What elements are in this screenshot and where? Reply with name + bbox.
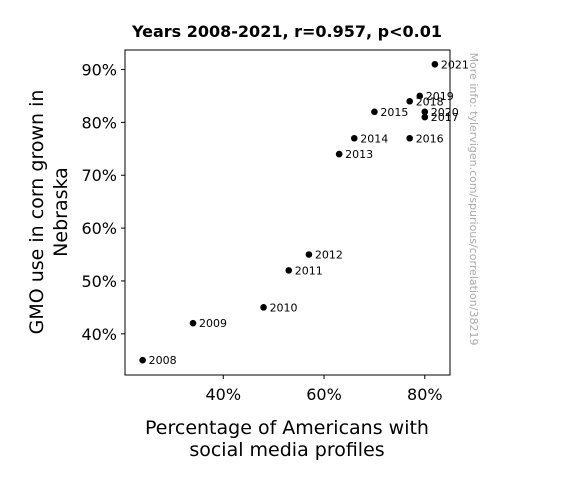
data-point [431, 60, 439, 68]
data-point [305, 251, 313, 258]
x-tick-label: 40% [205, 385, 241, 404]
data-point [371, 108, 378, 116]
data-point-label: 2008 [149, 354, 177, 367]
y-axis-label-line-1: GMO use in corn grown in [26, 90, 48, 335]
data-point-label: 2017 [431, 111, 459, 124]
data-point [421, 108, 429, 116]
data-point-label: 2019 [426, 90, 454, 103]
x-axis: 40% 60% 80% [205, 375, 443, 404]
data-point-label: 2016 [416, 132, 444, 145]
y-axis-label-line-2: Nebraska [50, 167, 72, 257]
data-point-label: 2015 [380, 106, 408, 119]
y-tick-label: 50% [81, 272, 117, 291]
x-axis-label-line-2: social media profiles [189, 439, 384, 461]
y-axis: 40% 50% 60% 70% 80% 90% [81, 61, 125, 344]
x-tick-label: 80% [407, 385, 443, 404]
data-point-label: 2011 [295, 264, 323, 277]
data-point-label: 2018 [416, 95, 444, 108]
plot-frame [124, 49, 451, 376]
data-point-label: 2020 [431, 106, 459, 119]
data-point [406, 134, 413, 142]
data-point [260, 304, 267, 311]
data-point-label: 2013 [345, 148, 373, 161]
data-point-label: 2021 [441, 58, 469, 71]
x-axis-label-line-1: Percentage of Americans with [145, 417, 429, 439]
data-point [406, 97, 413, 105]
data-point [285, 267, 293, 274]
data-point [335, 150, 343, 158]
watermark: More info: tylervigen.com/spurious/corre… [467, 53, 480, 346]
data-point-label: 2012 [315, 249, 343, 262]
y-tick-label: 90% [81, 61, 117, 80]
chart-title: Years 2008-2021, r=0.957, p<0.01 [131, 22, 442, 41]
y-tick-label: 80% [81, 113, 117, 132]
data-point [421, 113, 429, 121]
data-points: 2008 2009 2010 2011 2012 2013 2014 2015 2016 2017… [139, 58, 469, 367]
data-point [416, 92, 424, 100]
y-tick-label: 60% [81, 219, 117, 238]
data-point [350, 134, 358, 142]
x-tick-label: 60% [306, 385, 342, 404]
y-tick-label: 70% [81, 166, 117, 185]
data-point-label: 2010 [270, 301, 298, 314]
y-tick-label: 40% [81, 325, 117, 344]
data-point-label: 2014 [360, 132, 388, 145]
data-point-label: 2009 [199, 317, 227, 330]
data-point [139, 356, 146, 364]
data-point [189, 319, 197, 327]
